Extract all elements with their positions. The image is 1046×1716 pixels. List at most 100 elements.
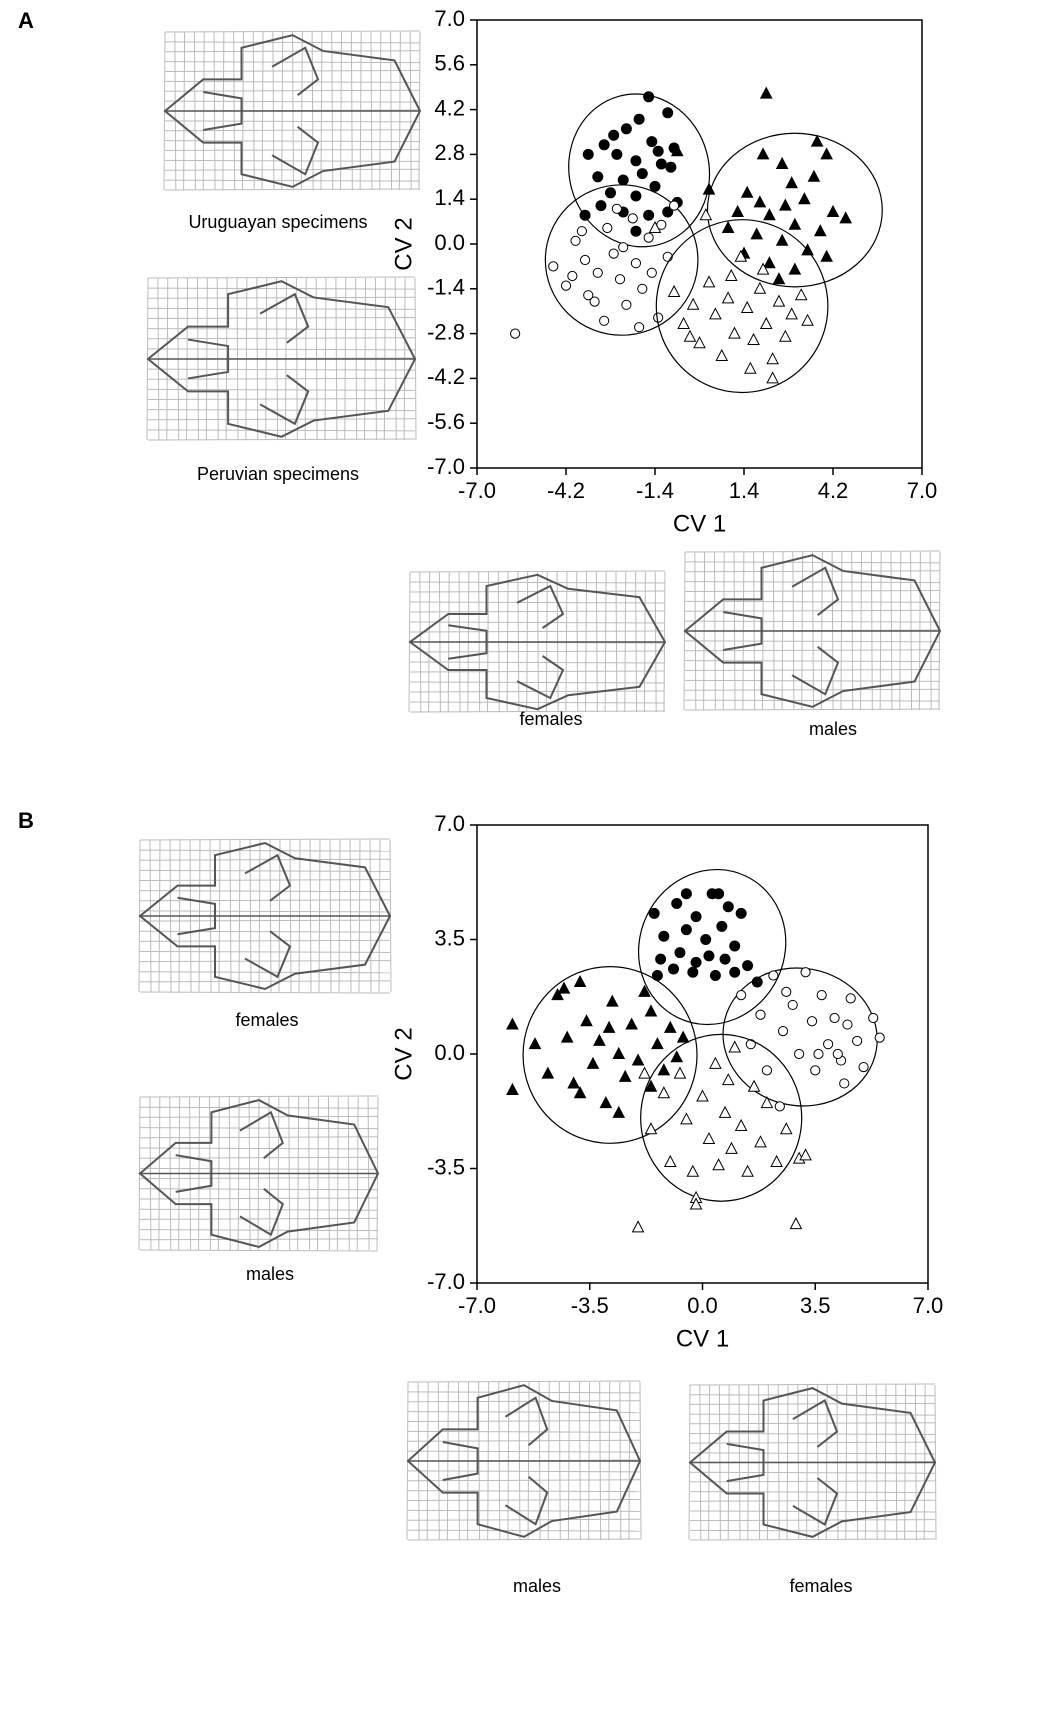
point bbox=[614, 274, 626, 285]
grid-line bbox=[689, 1383, 936, 1386]
point bbox=[621, 299, 632, 310]
grid-line bbox=[407, 1509, 641, 1512]
point bbox=[810, 1065, 821, 1076]
point bbox=[750, 227, 764, 240]
grid-line bbox=[689, 1519, 936, 1522]
point bbox=[506, 1017, 519, 1030]
point bbox=[605, 994, 619, 1007]
outline bbox=[504, 1396, 549, 1446]
grid-line bbox=[139, 1208, 379, 1211]
grid-line bbox=[147, 388, 416, 391]
point bbox=[617, 174, 629, 186]
point bbox=[608, 129, 620, 141]
point bbox=[807, 169, 821, 182]
grid-line bbox=[684, 600, 941, 603]
point bbox=[713, 888, 725, 900]
grid-line bbox=[139, 1136, 379, 1139]
grid-line bbox=[409, 681, 666, 684]
point bbox=[816, 990, 827, 1001]
outline bbox=[244, 853, 292, 902]
point bbox=[662, 206, 674, 218]
point bbox=[570, 235, 581, 246]
point bbox=[667, 284, 681, 297]
point bbox=[668, 963, 680, 975]
point bbox=[560, 280, 572, 291]
point bbox=[690, 911, 702, 923]
grid-line bbox=[164, 80, 421, 83]
point bbox=[747, 332, 760, 345]
grid-line bbox=[164, 120, 421, 123]
x-tick-label: -1.4 bbox=[636, 478, 674, 503]
grid-line bbox=[407, 1490, 641, 1493]
confidence-ellipse bbox=[544, 184, 699, 336]
point bbox=[760, 1095, 774, 1109]
grid-line bbox=[164, 41, 421, 44]
point bbox=[801, 313, 814, 326]
grid-line bbox=[164, 89, 421, 92]
point bbox=[768, 970, 779, 981]
point bbox=[557, 981, 571, 994]
point bbox=[785, 176, 799, 189]
point bbox=[702, 275, 716, 288]
point bbox=[634, 322, 645, 333]
y-tick-label: 4.2 bbox=[434, 95, 465, 120]
point bbox=[777, 1026, 789, 1037]
point bbox=[560, 1030, 574, 1043]
plot-frame bbox=[476, 19, 923, 469]
point bbox=[579, 254, 591, 266]
point bbox=[670, 144, 684, 157]
point bbox=[576, 226, 587, 237]
point bbox=[839, 211, 853, 224]
point bbox=[670, 1050, 684, 1063]
grid-line bbox=[407, 1380, 641, 1383]
point bbox=[728, 326, 741, 339]
point bbox=[655, 953, 667, 965]
point bbox=[788, 217, 802, 230]
caption: Uruguayan specimens bbox=[188, 212, 367, 232]
point bbox=[657, 1063, 671, 1076]
grid-line bbox=[139, 1156, 379, 1159]
point bbox=[680, 924, 692, 936]
grid-line bbox=[684, 660, 941, 663]
point bbox=[676, 1030, 690, 1043]
grid-line bbox=[139, 1197, 379, 1200]
y-tick-label: 1.4 bbox=[434, 185, 465, 210]
grid-line bbox=[689, 1491, 936, 1494]
point bbox=[728, 1040, 742, 1053]
point bbox=[787, 999, 798, 1011]
grid-line bbox=[139, 1177, 379, 1180]
deformation-grid bbox=[138, 1095, 380, 1252]
point bbox=[753, 281, 767, 294]
point bbox=[630, 190, 642, 202]
y-tick-label: -3.5 bbox=[427, 1154, 465, 1179]
point bbox=[731, 204, 744, 217]
point bbox=[528, 1037, 542, 1050]
point bbox=[658, 930, 670, 942]
point bbox=[759, 316, 773, 329]
point bbox=[702, 182, 716, 195]
point bbox=[736, 990, 747, 1001]
grid-line bbox=[164, 30, 421, 33]
point bbox=[592, 171, 604, 183]
grid-line bbox=[164, 50, 421, 53]
point bbox=[779, 1122, 793, 1135]
outline bbox=[259, 374, 310, 426]
point bbox=[631, 1220, 645, 1233]
grid-line bbox=[139, 980, 391, 983]
confidence-ellipse bbox=[722, 967, 878, 1107]
grid-line bbox=[164, 168, 421, 171]
caption: males bbox=[513, 1576, 561, 1596]
grid-line bbox=[689, 1402, 936, 1405]
grid-line bbox=[407, 1470, 641, 1473]
grid-line bbox=[139, 1217, 379, 1220]
grid-line bbox=[164, 129, 421, 132]
point bbox=[567, 270, 578, 282]
point bbox=[832, 1048, 843, 1060]
grid-line bbox=[689, 1432, 936, 1435]
caption: males bbox=[809, 719, 857, 739]
point bbox=[687, 966, 699, 978]
caption: Peruvian specimens bbox=[197, 464, 359, 484]
point bbox=[567, 1076, 580, 1089]
point bbox=[686, 297, 700, 310]
